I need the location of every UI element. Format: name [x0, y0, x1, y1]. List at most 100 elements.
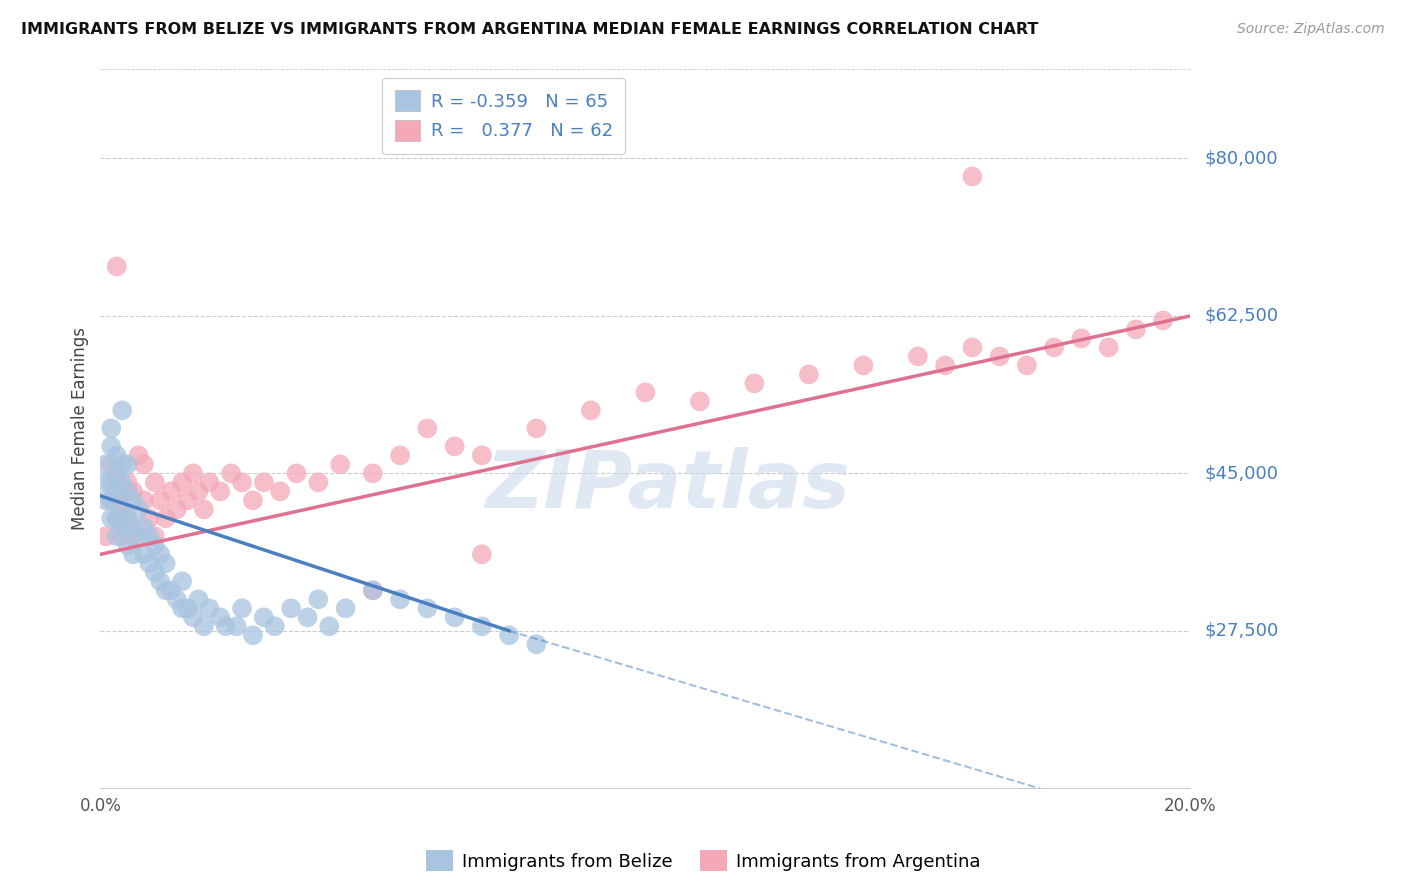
Point [307, 592, 329, 607]
Point [117, 538, 139, 552]
Text: Source: ZipAtlas.com: Source: ZipAtlas.com [1237, 22, 1385, 37]
Text: $27,500: $27,500 [1205, 622, 1278, 640]
Point [166, 592, 188, 607]
Point [689, 394, 711, 409]
Point [172, 601, 194, 615]
Point [94, 475, 117, 490]
Point [280, 601, 302, 615]
Point [253, 475, 276, 490]
Text: ZIPatlas: ZIPatlas [485, 447, 849, 525]
Point [100, 439, 122, 453]
Point [105, 467, 128, 481]
Point [187, 484, 209, 499]
Point [105, 260, 128, 274]
Point [132, 547, 155, 561]
Point [307, 475, 329, 490]
Point [263, 619, 285, 633]
Point [1125, 322, 1147, 336]
Point [389, 448, 412, 462]
Point [111, 403, 134, 417]
Point [122, 547, 145, 561]
Point [198, 601, 221, 615]
Point [219, 467, 242, 481]
Point [934, 359, 956, 373]
Point [94, 458, 117, 472]
Point [361, 583, 384, 598]
Point [117, 475, 139, 490]
Point [143, 538, 166, 552]
Point [852, 359, 875, 373]
Point [105, 448, 128, 462]
Point [285, 467, 308, 481]
Point [111, 520, 134, 534]
Point [111, 529, 134, 543]
Point [907, 350, 929, 364]
Point [335, 601, 357, 615]
Point [122, 484, 145, 499]
Point [231, 475, 253, 490]
Point [797, 368, 820, 382]
Point [318, 619, 340, 633]
Point [329, 458, 352, 472]
Point [1152, 313, 1174, 327]
Point [389, 592, 412, 607]
Point [253, 610, 276, 624]
Point [1043, 340, 1066, 354]
Point [111, 458, 134, 472]
Point [471, 619, 494, 633]
Point [143, 529, 166, 543]
Point [132, 493, 155, 508]
Point [744, 376, 766, 391]
Point [117, 484, 139, 499]
Point [149, 547, 172, 561]
Legend: R = -0.359   N = 65, R =   0.377   N = 62: R = -0.359 N = 65, R = 0.377 N = 62 [382, 78, 626, 153]
Point [122, 529, 145, 543]
Point [105, 475, 128, 490]
Point [242, 628, 264, 642]
Point [498, 628, 520, 642]
Point [579, 403, 602, 417]
Point [471, 547, 494, 561]
Text: $45,000: $45,000 [1205, 465, 1278, 483]
Point [361, 467, 384, 481]
Point [143, 475, 166, 490]
Point [128, 448, 150, 462]
Point [297, 610, 319, 624]
Point [100, 493, 122, 508]
Point [105, 511, 128, 525]
Point [111, 502, 134, 516]
Point [94, 529, 117, 543]
Point [416, 601, 439, 615]
Point [187, 592, 209, 607]
Point [122, 493, 145, 508]
Point [117, 458, 139, 472]
Point [155, 583, 177, 598]
Point [100, 511, 122, 525]
Point [471, 448, 494, 462]
Point [231, 601, 253, 615]
Point [962, 340, 984, 354]
Point [166, 502, 188, 516]
Point [181, 467, 204, 481]
Point [209, 610, 232, 624]
Point [111, 475, 134, 490]
Point [100, 493, 122, 508]
Point [225, 619, 247, 633]
Point [215, 619, 238, 633]
Point [172, 475, 194, 490]
Point [443, 439, 465, 453]
Point [988, 350, 1011, 364]
Point [94, 493, 117, 508]
Y-axis label: Median Female Earnings: Median Female Earnings [72, 326, 89, 530]
Point [1097, 340, 1119, 354]
Point [198, 475, 221, 490]
Point [209, 484, 232, 499]
Point [416, 421, 439, 435]
Text: IMMIGRANTS FROM BELIZE VS IMMIGRANTS FROM ARGENTINA MEDIAN FEMALE EARNINGS CORRE: IMMIGRANTS FROM BELIZE VS IMMIGRANTS FRO… [21, 22, 1039, 37]
Point [181, 610, 204, 624]
Legend: Immigrants from Belize, Immigrants from Argentina: Immigrants from Belize, Immigrants from … [419, 843, 987, 879]
Point [128, 502, 150, 516]
Point [100, 421, 122, 435]
Point [132, 458, 155, 472]
Point [100, 475, 122, 490]
